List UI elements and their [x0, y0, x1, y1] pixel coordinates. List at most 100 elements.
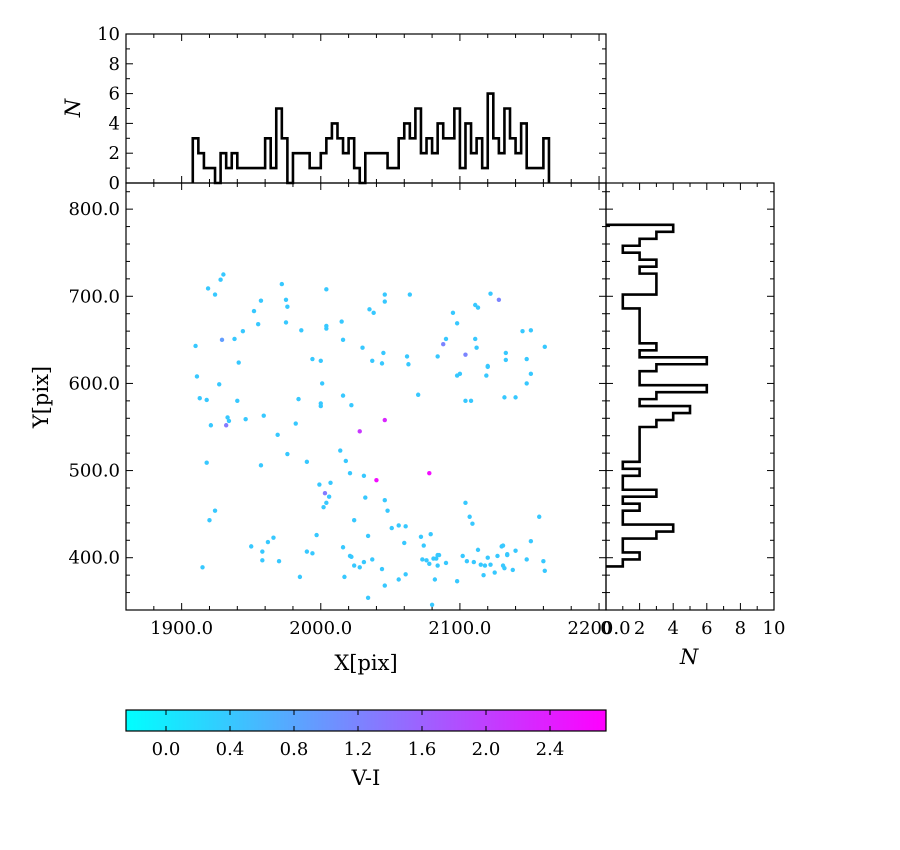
data-point: [379, 361, 385, 366]
data-point: [382, 583, 387, 588]
colorbar-gradient: [125, 709, 607, 732]
data-point: [370, 557, 375, 562]
data-point: [283, 297, 289, 302]
data-point: [496, 297, 502, 302]
data-point: [513, 395, 518, 400]
y-tick-label: 600.0: [68, 373, 120, 394]
right-x-tick-label: 2: [634, 618, 645, 639]
right-histogram-ticks: 0 2 4 6 8 10: [600, 183, 785, 639]
data-point: [249, 544, 254, 549]
data-point: [319, 381, 325, 386]
data-point: [541, 559, 546, 564]
data-point: [542, 568, 547, 573]
data-point: [357, 429, 362, 434]
data-point: [304, 549, 310, 554]
data-point: [255, 321, 261, 327]
data-point: [260, 549, 265, 554]
data-point: [427, 561, 432, 567]
data-point: [443, 336, 449, 342]
data-point: [482, 563, 488, 568]
data-point: [365, 595, 371, 600]
data-point: [475, 305, 481, 310]
data-point: [537, 514, 542, 519]
right-histogram-frame: [605, 182, 775, 611]
data-point: [204, 397, 209, 403]
data-point: [361, 473, 367, 478]
data-point: [415, 392, 421, 397]
data-point: [427, 470, 432, 476]
data-point: [381, 350, 386, 356]
data-point: [258, 298, 264, 303]
data-point: [340, 545, 346, 550]
data-point: [260, 558, 265, 563]
top-y-tick-label: 6: [109, 84, 120, 105]
data-point: [328, 480, 333, 485]
data-point: [276, 559, 282, 564]
data-point: [360, 345, 365, 350]
data-point: [503, 357, 509, 363]
data-point: [429, 602, 435, 607]
data-point: [317, 482, 322, 487]
colorbar-tick-label: 0.4: [216, 739, 245, 760]
data-point: [265, 539, 271, 545]
x-tick-label: 1900.0: [150, 618, 213, 639]
x-tick-label: 2100.0: [428, 618, 491, 639]
data-point: [454, 579, 460, 584]
data-point: [374, 477, 379, 483]
colorbar-tick-label: 1.2: [344, 739, 373, 760]
data-point: [297, 574, 303, 580]
colorbar-tick-label: 2.0: [472, 739, 501, 760]
data-point: [221, 272, 226, 277]
x-tick-label: 2200.0: [568, 618, 631, 639]
data-point: [396, 523, 401, 528]
data-point: [243, 416, 248, 422]
data-point: [441, 342, 446, 347]
top-y-tick-label: 8: [109, 54, 120, 75]
data-point: [322, 491, 328, 496]
data-point: [463, 500, 468, 506]
data-point: [324, 500, 329, 506]
data-point: [343, 458, 349, 464]
colorbar-tick-label: 1.6: [408, 739, 437, 760]
y-tick-label: 500.0: [68, 461, 120, 482]
data-point: [217, 382, 222, 387]
data-point: [207, 518, 212, 523]
right-histogram-x-label: N: [679, 645, 699, 669]
top-y-tick-label: 2: [109, 143, 120, 164]
data-point: [420, 557, 425, 562]
data-point: [347, 470, 353, 476]
top-y-tick-label: 4: [109, 113, 120, 134]
data-point: [339, 319, 344, 324]
data-point: [193, 343, 198, 349]
data-point: [542, 344, 547, 350]
colorbar-ticks: 0.0 0.4 0.8 1.2 1.6 2.0 2.4: [152, 710, 564, 760]
data-point: [324, 326, 329, 331]
data-point: [258, 463, 264, 468]
data-point: [431, 556, 436, 561]
top-histogram-steps: [191, 92, 551, 185]
data-point: [225, 415, 230, 420]
data-point: [200, 565, 205, 570]
data-point: [271, 535, 276, 540]
top-y-tick-label: 0: [109, 173, 120, 194]
data-point: [488, 291, 493, 296]
right-x-tick-label: 6: [701, 618, 712, 639]
data-point: [524, 381, 529, 386]
scatter-panel: 1900.0 2000.0 2100.0 2200.0 400.0 500.0 600.0 7…: [29, 182, 631, 675]
data-point: [340, 337, 346, 343]
data-point: [371, 310, 376, 316]
x-tick-label: 2000.0: [289, 618, 352, 639]
data-point: [351, 518, 357, 523]
data-point: [485, 555, 490, 560]
data-point: [382, 498, 387, 503]
data-point: [484, 373, 489, 378]
data-point: [299, 328, 304, 333]
data-point: [197, 396, 202, 401]
right-x-tick-label: 4: [667, 618, 678, 639]
data-point: [385, 508, 390, 513]
data-point: [314, 532, 319, 538]
data-point: [367, 307, 372, 312]
data-point: [495, 553, 500, 559]
data-point: [324, 287, 329, 292]
data-point: [528, 328, 534, 333]
